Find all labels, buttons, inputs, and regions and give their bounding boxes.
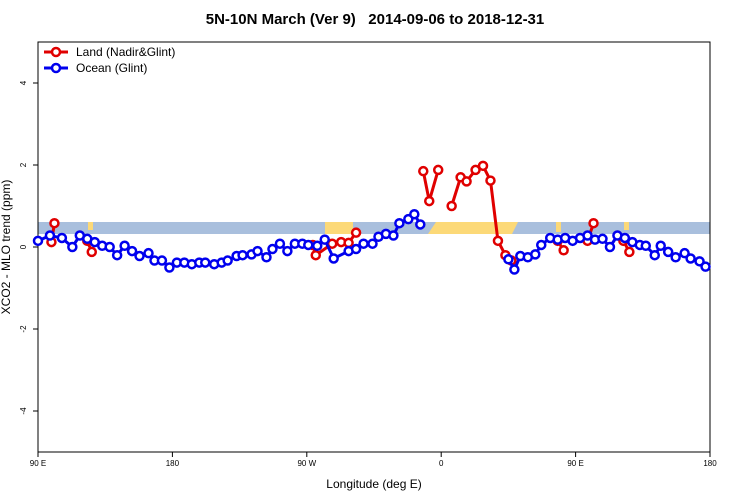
point (143, 247, 154, 259)
point (485, 175, 496, 186)
point (432, 164, 444, 176)
point (700, 261, 711, 272)
point (134, 250, 145, 262)
point (640, 240, 652, 252)
legend-marker (50, 62, 62, 74)
ocean-strip (38, 222, 710, 234)
x-tick-label: 0 (439, 459, 444, 468)
point (558, 245, 569, 256)
point (319, 234, 330, 245)
point (56, 232, 68, 244)
point (536, 239, 547, 251)
point (582, 230, 593, 241)
legend-label: Ocean (Glint) (76, 61, 147, 75)
point (86, 246, 98, 258)
point (282, 245, 293, 257)
point (222, 255, 233, 266)
point (424, 195, 435, 207)
point (619, 232, 631, 244)
point (461, 176, 472, 187)
legend-marker (50, 46, 62, 58)
point (111, 249, 123, 261)
point (303, 239, 314, 251)
y-tick-label: -4 (19, 407, 28, 415)
point (415, 219, 426, 230)
x-tick-label: 180 (166, 459, 180, 468)
point (662, 246, 674, 258)
point (119, 240, 130, 252)
point (104, 241, 115, 253)
y-tick-label: 0 (19, 244, 28, 249)
point (261, 252, 272, 263)
point (367, 238, 378, 249)
point (418, 165, 429, 177)
point (310, 249, 322, 261)
point (67, 241, 78, 253)
point (624, 246, 635, 258)
point (350, 243, 362, 255)
point (588, 217, 599, 229)
land-mask-strip (38, 222, 710, 234)
point (328, 253, 339, 264)
point (274, 238, 286, 249)
point (503, 254, 514, 265)
point (44, 230, 56, 241)
y-axis-label: XCO2 - MLO trend (ppm) (0, 180, 13, 315)
point (530, 249, 541, 260)
point (597, 233, 608, 245)
point (446, 200, 457, 212)
point (49, 217, 60, 229)
x-tick-label: 90 E (567, 459, 583, 468)
x-tick-label: 180 (703, 459, 717, 468)
x-axis-label: Longitude (deg E) (326, 477, 421, 491)
land-patch (624, 222, 629, 230)
point (670, 252, 681, 263)
point (655, 240, 666, 252)
land-patch (556, 222, 561, 232)
x-tick-label: 90 E (30, 459, 46, 468)
land-patch (325, 222, 353, 234)
y-tick-label: -2 (19, 325, 28, 333)
point (492, 235, 504, 247)
land-patch (88, 222, 93, 230)
y-tick-label: 2 (19, 162, 28, 167)
point (509, 264, 520, 275)
point (237, 249, 248, 261)
point (156, 255, 168, 266)
point (312, 240, 323, 252)
point (604, 241, 616, 253)
point (358, 238, 369, 249)
chart-title: 5N-10N March (Ver 9) 2014-09-06 to 2018-… (206, 11, 545, 28)
point (394, 217, 405, 229)
point (350, 227, 362, 238)
point (477, 160, 489, 172)
legend-label: Land (Nadir&Glint) (76, 45, 175, 59)
series (32, 208, 711, 275)
point (252, 245, 263, 257)
land-patch (428, 222, 518, 234)
point (649, 249, 660, 261)
y-tick-label: 4 (19, 80, 28, 85)
point (32, 235, 44, 247)
point (343, 237, 354, 249)
point (126, 245, 138, 257)
point (388, 230, 399, 241)
point (267, 243, 278, 255)
point (200, 257, 211, 268)
point (470, 164, 481, 176)
point (164, 262, 175, 273)
x-tick-label: 90 W (297, 459, 316, 468)
point (409, 208, 420, 220)
point (685, 253, 696, 264)
